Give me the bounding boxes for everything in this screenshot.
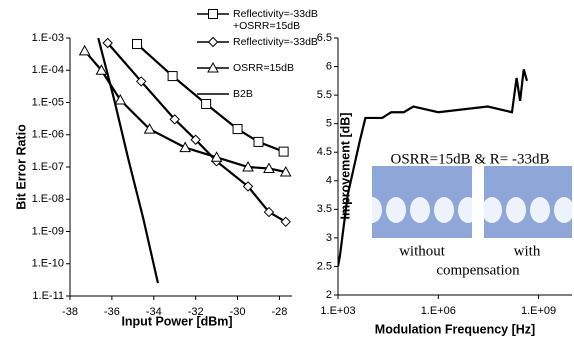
annotation: compensation — [436, 262, 520, 278]
series-line — [98, 38, 158, 283]
legend-swatch — [195, 60, 231, 74]
eye-diagram-without — [372, 166, 472, 238]
marker — [168, 72, 177, 81]
x-tick-label: 1.E+06 — [421, 305, 456, 317]
y-tick-label: 1.E-06 — [32, 129, 64, 141]
y-tick-label: 1.E-07 — [32, 161, 64, 173]
y-tick-label: 3 — [326, 232, 332, 244]
marker — [133, 40, 142, 49]
legend-label: B2B — [233, 88, 341, 100]
page: {"chart_data": [ {"type": "line", "xlabe… — [0, 0, 574, 343]
legend-swatch — [195, 6, 231, 20]
y-tick-label: 3.5 — [317, 203, 332, 215]
x-tick-label: 1.E+09 — [521, 305, 556, 317]
legend-marker — [209, 10, 218, 19]
eye-diagram-with — [484, 166, 572, 238]
marker — [233, 125, 242, 134]
annotation: with — [514, 243, 541, 259]
x-axis-title: Input Power [dBm] — [121, 314, 232, 328]
annotation: without — [399, 243, 446, 259]
marker — [279, 147, 288, 156]
legend: Reflectivity=-33dB +OSRR=15dB Reflectivit… — [195, 6, 345, 112]
legend-label: OSRR=15dB — [233, 62, 341, 74]
y-axis-title: Bit Error Ratio — [14, 124, 28, 210]
legend-entry: OSRR=15dB — [195, 60, 345, 86]
y-tick-label: 1.E-11 — [32, 290, 64, 302]
x-tick-label: -28 — [271, 306, 287, 318]
y-tick-label: 1.E-05 — [32, 96, 64, 108]
y-tick-label: 2.5 — [317, 260, 332, 272]
legend-marker — [209, 38, 218, 47]
y-tick-label: 1.E-03 — [32, 32, 64, 44]
marker — [281, 217, 290, 226]
y-axis-title: Improvement [dB] — [338, 113, 352, 220]
x-axis-title: Modulation Frequency [Hz] — [375, 322, 535, 336]
legend-entry: Reflectivity=-33dB +OSRR=15dB — [195, 6, 345, 34]
marker — [254, 137, 263, 146]
y-tick-label: 1.E-10 — [32, 258, 64, 270]
x-tick-label: -38 — [62, 306, 78, 318]
marker — [180, 143, 190, 152]
x-tick-label: -36 — [104, 306, 120, 318]
x-tick-label: 1.E+03 — [320, 305, 355, 317]
y-tick-label: 5 — [326, 118, 332, 130]
legend-label: Reflectivity=-33dB +OSRR=15dB — [233, 8, 341, 32]
y-tick-label: 4.5 — [317, 146, 332, 158]
y-tick-label: 1.E-04 — [32, 64, 64, 76]
y-tick-label: 2 — [326, 289, 332, 301]
y-tick-label: 1.E-09 — [32, 225, 64, 237]
legend-entry: B2B — [195, 86, 345, 112]
annotation: OSRR=15dB & R= -33dB — [390, 151, 549, 167]
y-tick-label: 4 — [326, 175, 332, 187]
marker — [80, 46, 90, 55]
y-tick-label: 1.E-08 — [32, 193, 64, 205]
legend-swatch — [195, 34, 231, 48]
legend-entry: Reflectivity=-33dB — [195, 34, 345, 60]
legend-label: Reflectivity=-33dB — [233, 36, 341, 48]
legend-swatch — [195, 86, 231, 100]
